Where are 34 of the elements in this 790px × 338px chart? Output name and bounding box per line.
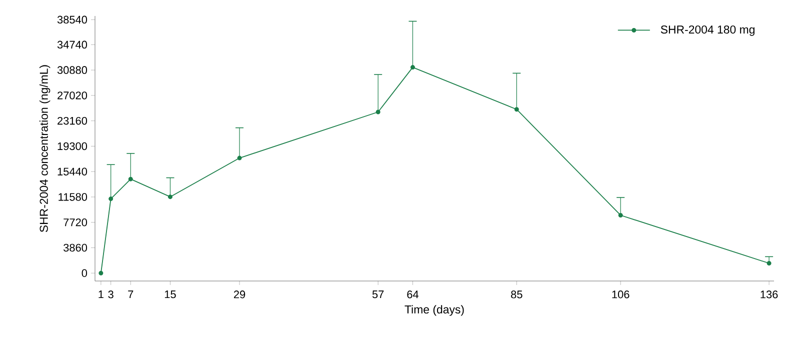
x-tick-label: 29 [234, 290, 246, 298]
x-tick-label: 106 [612, 290, 630, 298]
point [128, 176, 133, 182]
x-axis-title: Time (days) [404, 305, 464, 316]
y-axis-title: SHR-2004 concentration (ng/mL) [39, 65, 50, 232]
y-tick-label: 15440 [58, 168, 88, 176]
point [514, 107, 519, 112]
y-tick-label: 0 [82, 269, 88, 277]
y-tick-label: 34740 [57, 40, 88, 49]
x-tick-label: 15 [164, 290, 176, 298]
point [410, 65, 415, 70]
point [108, 196, 114, 202]
x-tick-label: 57 [372, 290, 384, 298]
x-tick-label: 7 [128, 290, 134, 298]
y-tick-label: 3860 [64, 244, 88, 252]
y-tick-label: 30880 [57, 66, 88, 74]
x-tick-label: 136 [760, 290, 778, 298]
y-tick-label: 11580 [58, 193, 88, 201]
point [766, 260, 772, 266]
x-tick-label: 85 [511, 290, 522, 298]
y-tick-label: 19300 [58, 142, 88, 150]
point [237, 156, 242, 160]
point [98, 270, 104, 276]
x-tick-label: 64 [407, 290, 418, 298]
y-tick-label: 38540 [57, 16, 88, 24]
x-tick-label: 1 [98, 290, 104, 298]
y-tick-label: 23160 [58, 116, 88, 125]
point [376, 110, 380, 114]
x-tick-label: 3 [108, 290, 114, 298]
point [618, 212, 623, 218]
y-tick-label: 27020 [58, 92, 88, 100]
legend-label: SHR-2004 180 mg [660, 25, 754, 36]
point [168, 194, 172, 200]
y-tick-label: 7720 [64, 218, 88, 226]
